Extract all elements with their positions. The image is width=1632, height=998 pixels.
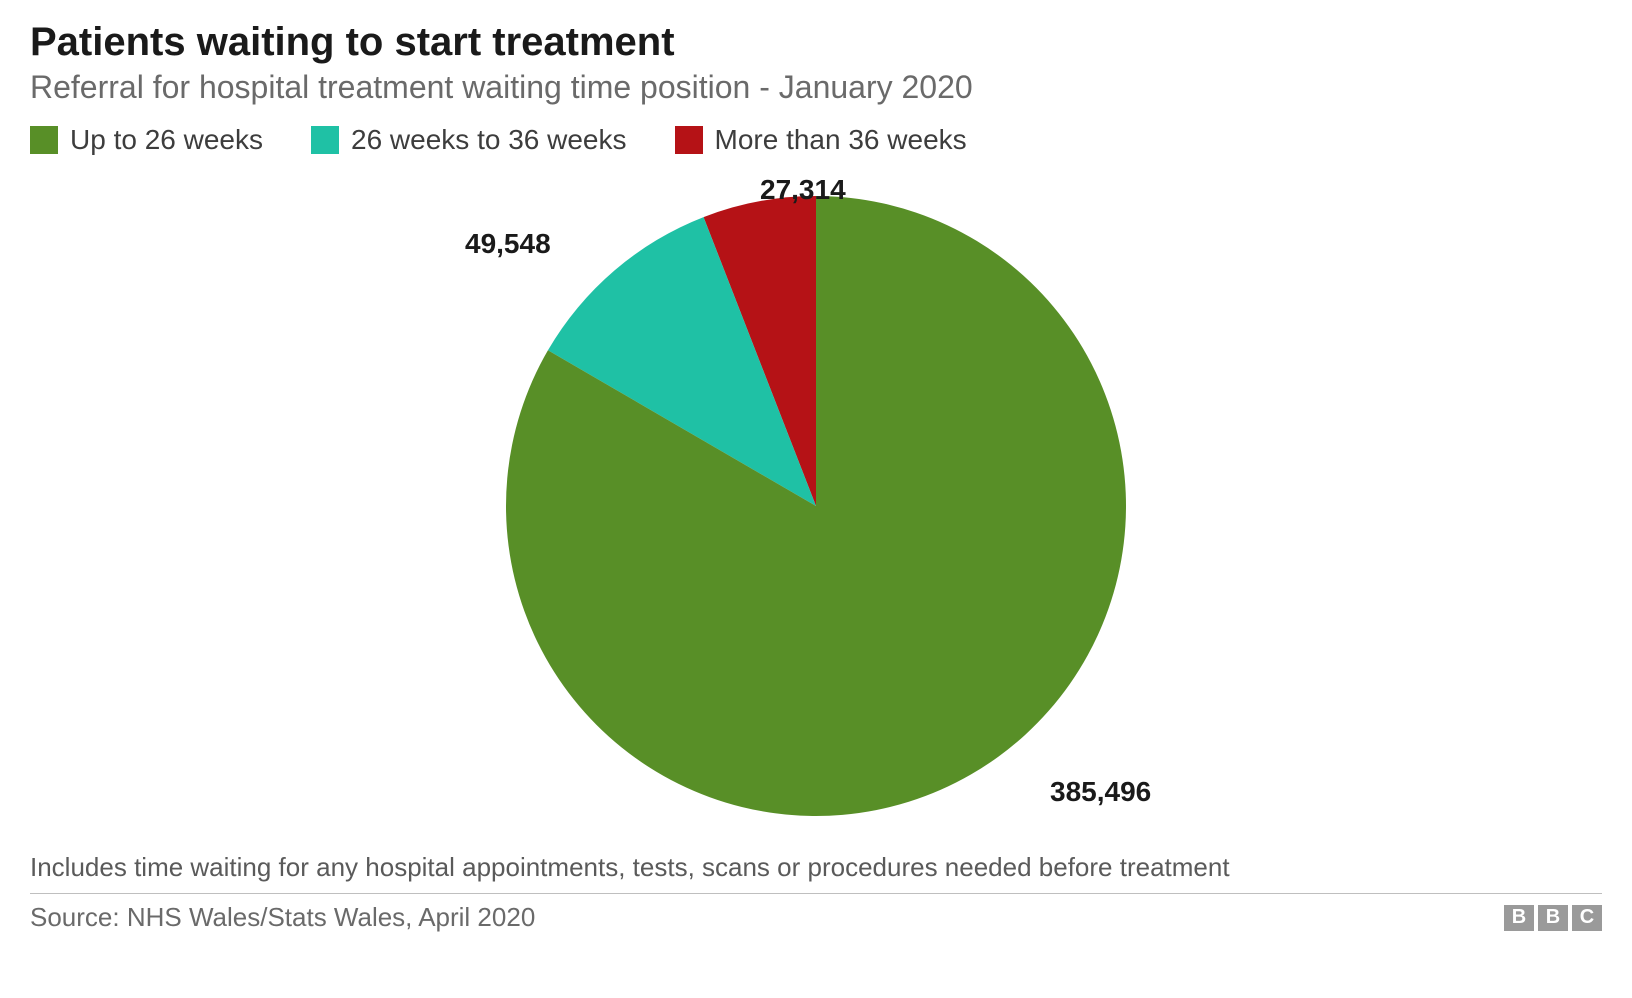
legend: Up to 26 weeks 26 weeks to 36 weeks More… xyxy=(30,124,1602,156)
legend-label: Up to 26 weeks xyxy=(70,124,263,156)
chart-subtitle: Referral for hospital treatment waiting … xyxy=(30,69,1602,106)
slice-value-label: 49,548 xyxy=(465,228,551,260)
footer-row: Source: NHS Wales/Stats Wales, April 202… xyxy=(30,893,1602,933)
pie-svg xyxy=(496,186,1136,826)
legend-item: Up to 26 weeks xyxy=(30,124,263,156)
bbc-logo-block: B xyxy=(1504,905,1534,931)
chart-container: Patients waiting to start treatment Refe… xyxy=(0,0,1632,998)
legend-swatch-icon xyxy=(675,126,703,154)
chart-title: Patients waiting to start treatment xyxy=(30,20,1602,65)
legend-item: More than 36 weeks xyxy=(675,124,967,156)
legend-label: More than 36 weeks xyxy=(715,124,967,156)
legend-label: 26 weeks to 36 weeks xyxy=(351,124,627,156)
pie-chart: 385,496 49,548 27,314 xyxy=(30,166,1602,846)
source-text: Source: NHS Wales/Stats Wales, April 202… xyxy=(30,902,535,933)
bbc-logo: B B C xyxy=(1504,905,1602,931)
legend-swatch-icon xyxy=(30,126,58,154)
slice-value-label: 385,496 xyxy=(1050,776,1151,808)
bbc-logo-block: C xyxy=(1572,905,1602,931)
bbc-logo-block: B xyxy=(1538,905,1568,931)
slice-value-label: 27,314 xyxy=(760,174,846,206)
legend-item: 26 weeks to 36 weeks xyxy=(311,124,627,156)
legend-swatch-icon xyxy=(311,126,339,154)
chart-footnote: Includes time waiting for any hospital a… xyxy=(30,846,1602,893)
